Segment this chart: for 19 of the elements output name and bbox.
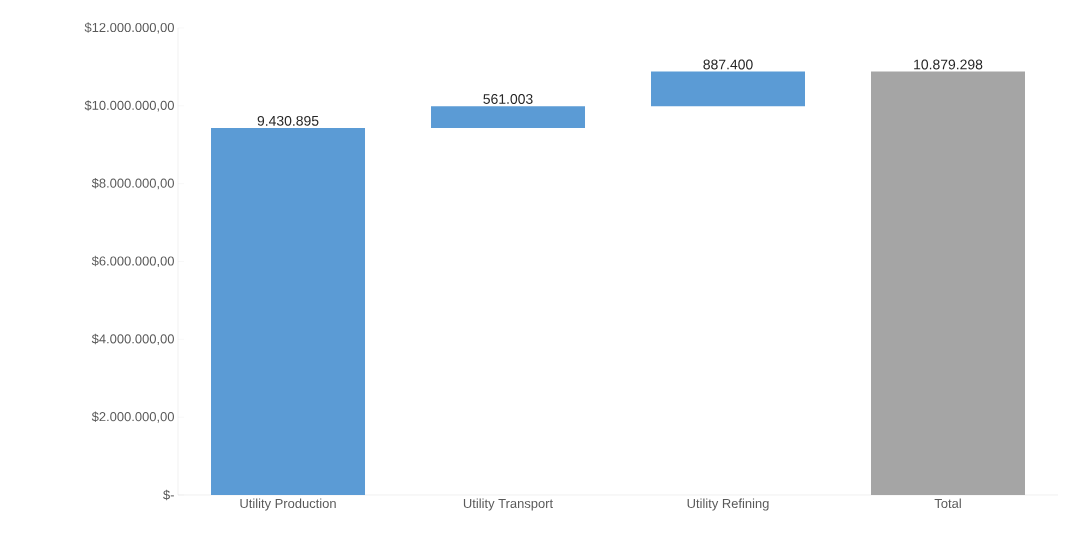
- y-tick-label: $8.000.000,00: [91, 178, 174, 190]
- y-tick-label: $-: [163, 489, 174, 501]
- x-tick-label: Utility Production: [240, 498, 336, 511]
- bar: [871, 71, 1026, 495]
- y-tick-label: $6.000.000,00: [91, 255, 174, 268]
- data-label: 10.879.298: [914, 59, 983, 70]
- data-label: 9.430.895: [257, 115, 319, 126]
- x-tick-label: Utility Transport: [463, 498, 553, 511]
- y-tick-label: $12.000.000,00: [84, 22, 174, 34]
- y-tick-label: $10.000.000,00: [84, 100, 174, 112]
- x-tick-label: Total: [934, 498, 961, 509]
- bar: [211, 127, 366, 495]
- data-label: 887.400: [703, 59, 753, 70]
- y-tick-label: $2.000.000,00: [91, 411, 174, 423]
- y-tick-label: $4.000.000,00: [91, 333, 174, 345]
- x-tick-label: Utility Refining: [687, 498, 769, 511]
- data-label: 561.003: [483, 94, 533, 104]
- bar: [651, 71, 806, 107]
- bar: [431, 106, 586, 128]
